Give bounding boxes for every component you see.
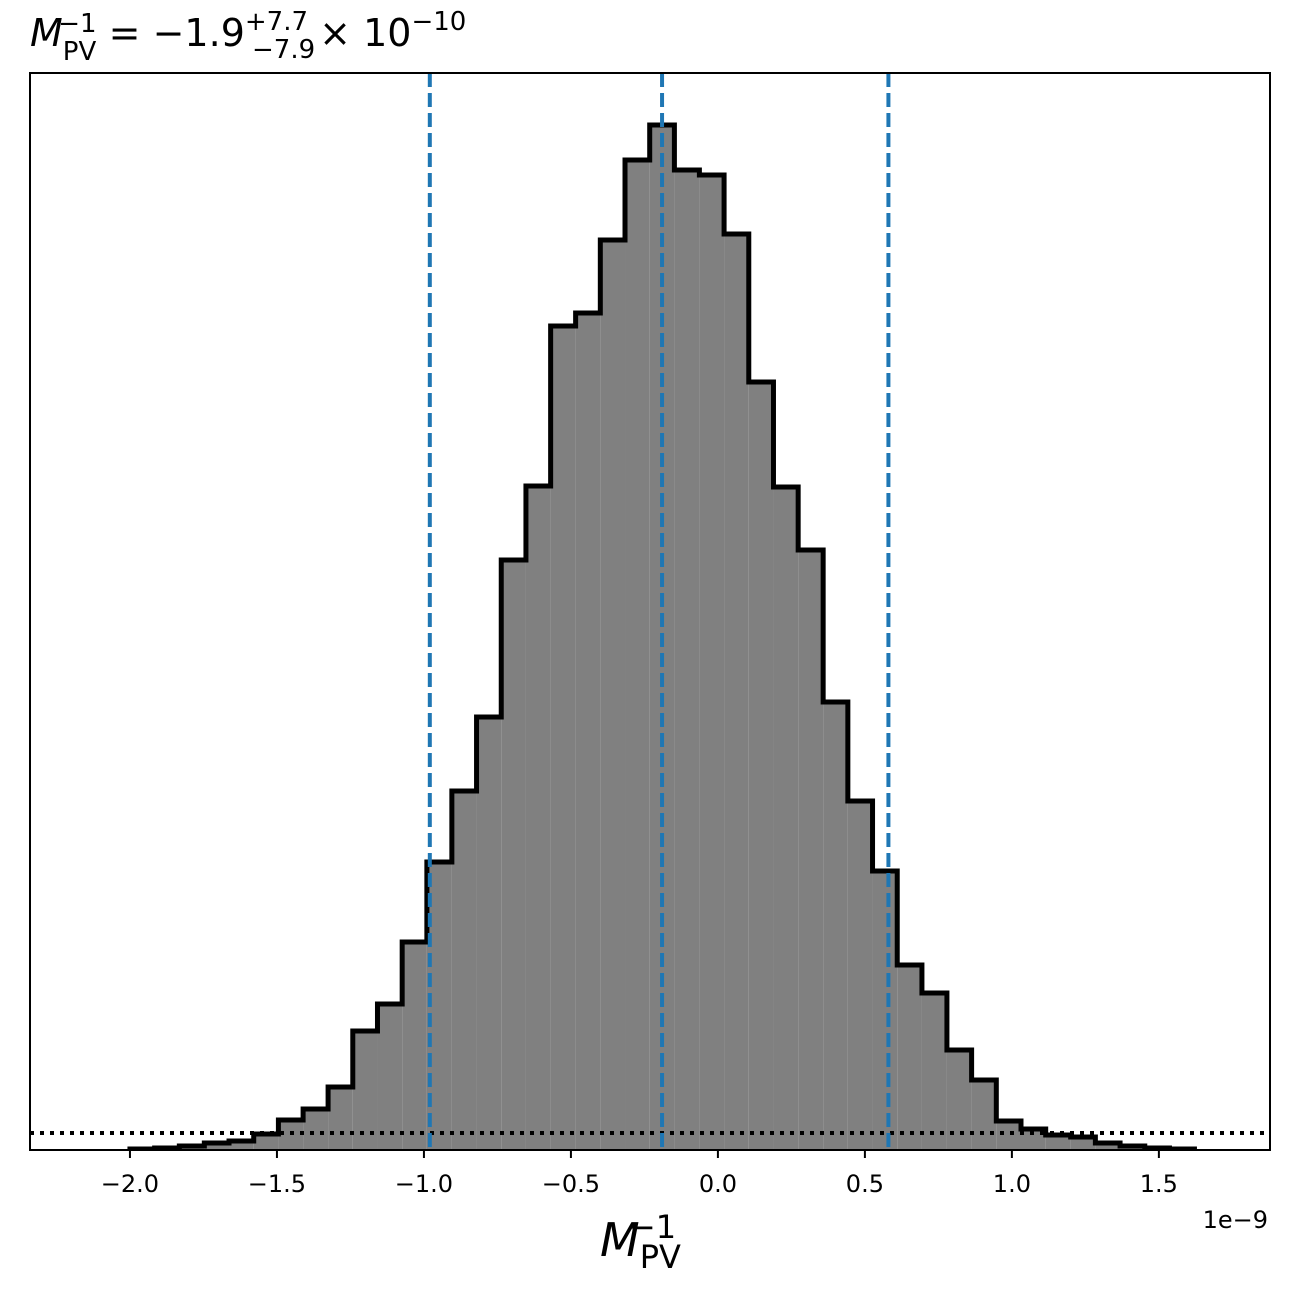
bar	[1021, 1129, 1046, 1150]
bar	[1070, 1137, 1096, 1150]
x-offset-label: 1e−9	[1203, 1206, 1268, 1234]
x-tick-label: −2.0	[101, 1170, 159, 1198]
bar	[204, 1143, 230, 1150]
bar	[253, 1134, 279, 1150]
x-tick-label: 0.0	[699, 1170, 737, 1198]
bar	[352, 1031, 378, 1150]
x-tick-label: −1.5	[248, 1170, 306, 1198]
bar	[798, 550, 824, 1150]
bar	[971, 1080, 997, 1150]
bar	[748, 382, 774, 1150]
bar	[476, 717, 502, 1150]
bar	[724, 234, 749, 1150]
bar	[303, 1109, 329, 1150]
bar	[823, 702, 848, 1150]
bar	[699, 175, 725, 1150]
bar	[625, 160, 650, 1150]
bar	[229, 1141, 254, 1150]
x-tick-label: 1.0	[993, 1170, 1031, 1198]
bar	[451, 791, 477, 1150]
bar	[600, 240, 626, 1150]
chart-title: MPV−1 = −1.9+7.7 −7.9 × 10−10	[30, 7, 466, 67]
bar	[1045, 1135, 1071, 1150]
x-tick-label: −0.5	[542, 1170, 600, 1198]
bar	[996, 1121, 1022, 1150]
x-tick-label: 0.5	[846, 1170, 884, 1198]
bar	[402, 942, 427, 1150]
bar	[501, 560, 526, 1150]
bar	[328, 1087, 353, 1150]
bar	[1095, 1143, 1121, 1150]
bar	[897, 965, 922, 1150]
bar	[847, 801, 873, 1150]
bar	[773, 487, 799, 1150]
bar	[377, 1004, 403, 1150]
x-axis-label: MPV−1	[600, 1208, 681, 1276]
bar	[550, 326, 576, 1150]
bar	[872, 871, 898, 1150]
bar	[575, 313, 601, 1150]
x-tick-label: −1.0	[395, 1170, 453, 1198]
bar	[921, 993, 947, 1150]
x-tick-label: 1.5	[1140, 1170, 1178, 1198]
plot-frame	[29, 72, 1271, 1151]
bar	[674, 170, 700, 1150]
bar	[525, 486, 551, 1150]
